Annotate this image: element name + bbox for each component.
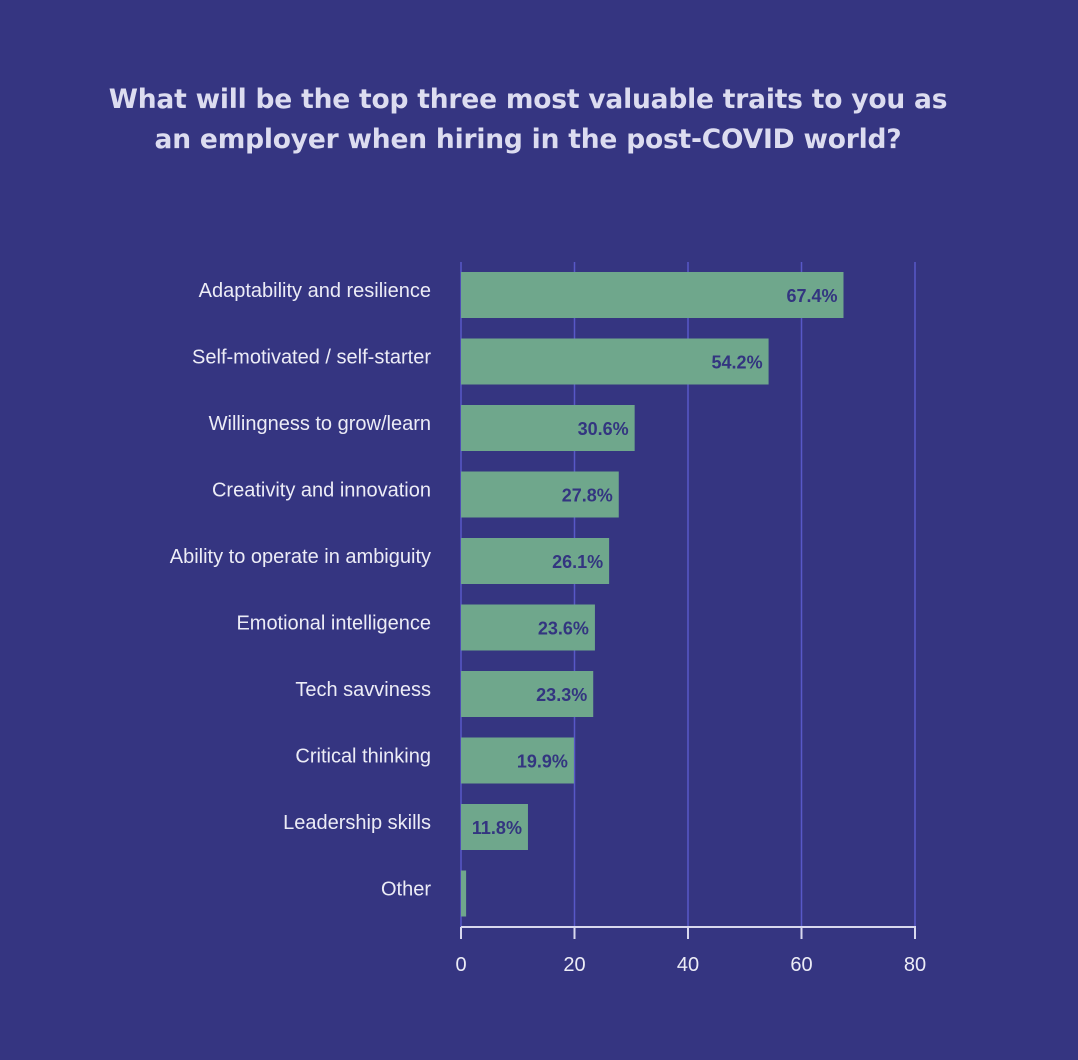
- category-label-2: Willingness to grow/learn: [209, 413, 431, 435]
- bar-3: [461, 471, 619, 518]
- value-labels: 67.4% 54.2% 30.6% 27.8% 26.1% 23.6% 23.3% 19.9%…: [472, 286, 838, 838]
- category-label-1: Self-motivated / self-starter: [192, 347, 431, 369]
- chart-title-line-1: What will be the top three most valuable…: [108, 84, 948, 115]
- bar-1: [461, 338, 769, 385]
- value-label-6: 23.3%: [536, 685, 587, 705]
- bar-6: [461, 671, 594, 717]
- bar-9: [461, 870, 467, 917]
- chart-title: What will be the top three most valuable…: [0, 80, 1056, 160]
- category-label-5: Emotional intelligence: [236, 613, 431, 635]
- category-label-4: Ability to operate in ambiguity: [170, 546, 431, 568]
- bar-0: [461, 272, 844, 318]
- x-tick-label-60: 60: [790, 954, 812, 976]
- chart-title-line-2: an employer when hiring in the post-COVI…: [154, 124, 902, 155]
- value-label-8: 11.8%: [472, 818, 522, 838]
- category-label-7: Critical thinking: [295, 746, 431, 768]
- value-label-3: 27.8%: [562, 486, 613, 506]
- value-label-2: 30.6%: [578, 419, 629, 439]
- x-axis: 0 20 40 60 80: [455, 926, 926, 976]
- category-label-3: Creativity and innovation: [212, 480, 431, 502]
- bar-4: [461, 538, 610, 584]
- value-label-1: 54.2%: [712, 353, 763, 373]
- bar-2: [461, 405, 635, 451]
- value-label-4: 26.1%: [552, 552, 603, 572]
- value-label-0: 67.4%: [786, 286, 837, 306]
- bar-5: [461, 604, 595, 651]
- value-label-7: 19.9%: [517, 752, 568, 772]
- value-label-5: 23.6%: [538, 619, 589, 639]
- x-tick-label-80: 80: [904, 954, 926, 976]
- bars: [461, 272, 844, 917]
- x-tick-label-0: 0: [455, 954, 466, 976]
- category-label-8: Leadership skills: [283, 812, 431, 834]
- category-label-0: Adaptability and resilience: [199, 280, 431, 302]
- bar-7: [461, 737, 574, 784]
- x-tick-label-40: 40: [677, 954, 699, 976]
- category-labels: Adaptability and resilience Self-motivate…: [170, 280, 432, 901]
- category-label-9: Other: [381, 879, 431, 901]
- category-label-6: Tech savviness: [295, 679, 431, 701]
- x-tick-label-20: 20: [563, 954, 585, 976]
- bar-8: [461, 804, 528, 850]
